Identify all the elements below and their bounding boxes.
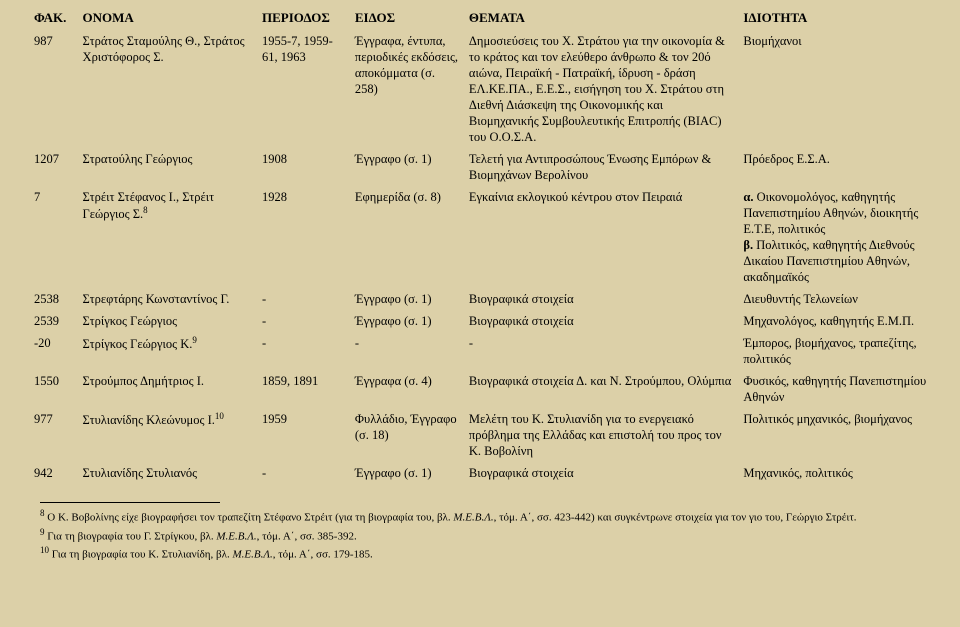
table-row: 2538Στρεφτάρης Κωνσταντίνος Γ.-Έγγραφο (…: [30, 288, 940, 310]
footnote-8: 8 Ο Κ. Βοβολίνης είχε βιογραφήσει τον τρ…: [40, 507, 940, 526]
cell-c6: Μηχανικός, πολιτικός: [739, 462, 940, 484]
cell-c4: Έγγραφο (σ. 1): [351, 148, 465, 186]
cell-c1: 977: [30, 408, 79, 462]
cell-c6: Έμπορος, βιομήχανος, τραπεζίτης, πολιτικ…: [739, 332, 940, 370]
col-onoma: ΟΝΟΜΑ: [79, 8, 258, 30]
cell-c5: Μελέτη του Κ. Στυλιανίδη για το ενεργεια…: [465, 408, 739, 462]
cell-c3: -: [258, 462, 351, 484]
footnote-separator: [40, 502, 220, 503]
cell-c5: -: [465, 332, 739, 370]
cell-c4: Φυλλάδιο, Έγγραφο (σ. 18): [351, 408, 465, 462]
cell-c1: 2539: [30, 310, 79, 332]
cell-c5: Δημοσιεύσεις του Χ. Στράτου για την οικο…: [465, 30, 739, 148]
cell-c6: Πολιτικός μηχανικός, βιομήχανος: [739, 408, 940, 462]
cell-c5: Τελετή για Αντιπροσώπους Ένωσης Εμπόρων …: [465, 148, 739, 186]
cell-c5: Εγκαίνια εκλογικού κέντρου στον Πειραιά: [465, 186, 739, 288]
cell-c2: Στράτος Σταμούλης Θ., Στράτος Χριστόφορο…: [79, 30, 258, 148]
cell-c1: 987: [30, 30, 79, 148]
footnote-10: 10 Για τη βιογραφία του Κ. Στυλιανίδη, β…: [40, 544, 940, 563]
cell-c3: 1928: [258, 186, 351, 288]
cell-c1: 1207: [30, 148, 79, 186]
cell-c4: Έγγραφα, έντυπα, περιοδικές εκδόσεις, απ…: [351, 30, 465, 148]
cell-c5: Βιογραφικά στοιχεία Δ. και Ν. Στρούμπου,…: [465, 370, 739, 408]
cell-c2: Στρεφτάρης Κωνσταντίνος Γ.: [79, 288, 258, 310]
cell-c6: Πρόεδρος Ε.Σ.Α.: [739, 148, 940, 186]
cell-c5: Βιογραφικά στοιχεία: [465, 288, 739, 310]
cell-c6: Βιομήχανοι: [739, 30, 940, 148]
col-idiotita: ΙΔΙΟΤΗΤΑ: [739, 8, 940, 30]
cell-c2: Στρατούλης Γεώργιος: [79, 148, 258, 186]
cell-c3: -: [258, 310, 351, 332]
cell-c1: -20: [30, 332, 79, 370]
col-eidos: ΕΙΔΟΣ: [351, 8, 465, 30]
table-row: 1207Στρατούλης Γεώργιος1908Έγγραφο (σ. 1…: [30, 148, 940, 186]
cell-c6: Φυσικός, καθηγητής Πανεπιστημίου Αθηνών: [739, 370, 940, 408]
cell-c3: 1955-7, 1959-61, 1963: [258, 30, 351, 148]
cell-c4: Εφημερίδα (σ. 8): [351, 186, 465, 288]
table-row: 942Στυλιανίδης Στυλιανός-Έγγραφο (σ. 1)Β…: [30, 462, 940, 484]
cell-c6: Μηχανολόγος, καθηγητής Ε.Μ.Π.: [739, 310, 940, 332]
cell-c2: Στρίγκος Γεώργιος: [79, 310, 258, 332]
cell-c6: Διευθυντής Τελωνείων: [739, 288, 940, 310]
cell-c1: 942: [30, 462, 79, 484]
cell-c4: Έγγραφο (σ. 1): [351, 288, 465, 310]
cell-c1: 7: [30, 186, 79, 288]
cell-c2: Στρίγκος Γεώργιος Κ.9: [79, 332, 258, 370]
cell-c3: 1959: [258, 408, 351, 462]
data-table: ΦΑΚ. ΟΝΟΜΑ ΠΕΡΙΟΔΟΣ ΕΙΔΟΣ ΘΕΜΑΤΑ ΙΔΙΟΤΗΤ…: [30, 8, 940, 484]
cell-c3: 1859, 1891: [258, 370, 351, 408]
cell-c1: 2538: [30, 288, 79, 310]
table-row: 987Στράτος Σταμούλης Θ., Στράτος Χριστόφ…: [30, 30, 940, 148]
cell-c5: Βιογραφικά στοιχεία: [465, 462, 739, 484]
cell-c6: α. Οικονομολόγος, καθηγητής Πανεπιστημίο…: [739, 186, 940, 288]
cell-c5: Βιογραφικά στοιχεία: [465, 310, 739, 332]
cell-c2: Στυλιανίδης Στυλιανός: [79, 462, 258, 484]
cell-c3: -: [258, 332, 351, 370]
table-row: 2539Στρίγκος Γεώργιος-Έγγραφο (σ. 1)Βιογ…: [30, 310, 940, 332]
cell-c4: Έγγραφα (σ. 4): [351, 370, 465, 408]
cell-c4: Έγγραφο (σ. 1): [351, 462, 465, 484]
table-header: ΦΑΚ. ΟΝΟΜΑ ΠΕΡΙΟΔΟΣ ΕΙΔΟΣ ΘΕΜΑΤΑ ΙΔΙΟΤΗΤ…: [30, 8, 940, 30]
col-fak: ΦΑΚ.: [30, 8, 79, 30]
table-body: 987Στράτος Σταμούλης Θ., Στράτος Χριστόφ…: [30, 30, 940, 484]
table-row: -20Στρίγκος Γεώργιος Κ.9---Έμπορος, βιομ…: [30, 332, 940, 370]
footnote-9: 9 Για τη βιογραφία του Γ. Στρίγκου, βλ. …: [40, 526, 940, 545]
table-row: 1550Στρούμπος Δημήτριος Ι.1859, 1891Έγγρ…: [30, 370, 940, 408]
page: ΦΑΚ. ΟΝΟΜΑ ΠΕΡΙΟΔΟΣ ΕΙΔΟΣ ΘΕΜΑΤΑ ΙΔΙΟΤΗΤ…: [0, 0, 960, 577]
cell-c3: -: [258, 288, 351, 310]
table-row: 977Στυλιανίδης Κλεώνυμος Ι.101959Φυλλάδι…: [30, 408, 940, 462]
col-themata: ΘΕΜΑΤΑ: [465, 8, 739, 30]
cell-c1: 1550: [30, 370, 79, 408]
table-row: 7Στρέιτ Στέφανος Ι., Στρέιτ Γεώργιος Σ.8…: [30, 186, 940, 288]
footnotes: 8 Ο Κ. Βοβολίνης είχε βιογραφήσει τον τρ…: [30, 502, 940, 563]
cell-c4: Έγγραφο (σ. 1): [351, 310, 465, 332]
col-periodos: ΠΕΡΙΟΔΟΣ: [258, 8, 351, 30]
cell-c4: -: [351, 332, 465, 370]
cell-c2: Στρούμπος Δημήτριος Ι.: [79, 370, 258, 408]
cell-c2: Στρέιτ Στέφανος Ι., Στρέιτ Γεώργιος Σ.8: [79, 186, 258, 288]
cell-c2: Στυλιανίδης Κλεώνυμος Ι.10: [79, 408, 258, 462]
cell-c3: 1908: [258, 148, 351, 186]
